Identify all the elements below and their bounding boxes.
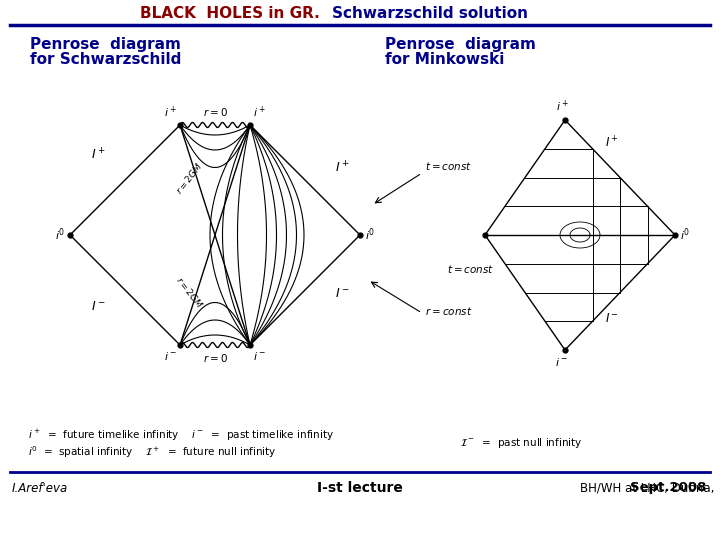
Text: $I^+$: $I^+$ [91, 148, 105, 163]
Text: $i^-$: $i^-$ [164, 350, 177, 362]
Text: $i^+$  =  future timelike infinity    $i^-$  =  past timelike infinity: $i^+$ = future timelike infinity $i^-$ =… [28, 428, 334, 443]
Text: $I^-$: $I^-$ [91, 300, 105, 313]
Text: $t = const$: $t = const$ [425, 160, 472, 172]
Text: $r = 2GM$: $r = 2GM$ [174, 274, 205, 310]
Text: for Minkowski: for Minkowski [385, 52, 505, 67]
Text: $I^+$: $I^+$ [335, 161, 349, 176]
Text: $I^+$: $I^+$ [605, 136, 619, 151]
Text: BH/WH at LHC, Dubna,: BH/WH at LHC, Dubna, [580, 482, 718, 495]
Text: $t=const$: $t=const$ [447, 263, 494, 275]
Text: $I^-$: $I^-$ [335, 287, 349, 300]
Text: $i^+$: $i^+$ [164, 105, 177, 120]
Text: $i^0$: $i^0$ [680, 227, 690, 244]
Text: $r = 2GM$: $r = 2GM$ [174, 160, 205, 196]
Text: Schwarzschild solution: Schwarzschild solution [332, 5, 528, 21]
Text: $i^+$: $i^+$ [556, 99, 569, 114]
Text: $i^0$: $i^0$ [365, 227, 375, 244]
Text: I.Aref'eva: I.Aref'eva [12, 482, 68, 495]
Text: for Schwarzschild: for Schwarzschild [30, 52, 181, 67]
Text: Sept.2008: Sept.2008 [629, 482, 706, 495]
Text: $i^0$  =  spatial infinity    $\mathcal{I}^+$  =  future null infinity: $i^0$ = spatial infinity $\mathcal{I}^+$… [28, 444, 276, 460]
Text: BLACK  HOLES in GR.: BLACK HOLES in GR. [140, 5, 320, 21]
Text: $r = 0$: $r = 0$ [202, 106, 228, 118]
Text: I-st lecture: I-st lecture [317, 481, 403, 495]
Text: $I^-$: $I^-$ [605, 312, 619, 325]
Text: $i^-$: $i^-$ [556, 356, 569, 368]
Text: $i^0$: $i^0$ [55, 227, 65, 244]
Text: $i^+$: $i^+$ [253, 105, 266, 120]
Text: $r = const$: $r = const$ [425, 305, 472, 317]
Text: Penrose  diagram: Penrose diagram [385, 37, 536, 52]
Text: $i^-$: $i^-$ [253, 350, 266, 362]
Text: Penrose  diagram: Penrose diagram [30, 37, 181, 52]
Text: $\mathcal{I}^-$  =  past null infinity: $\mathcal{I}^-$ = past null infinity [460, 436, 582, 450]
Text: $r = 0$: $r = 0$ [202, 352, 228, 364]
